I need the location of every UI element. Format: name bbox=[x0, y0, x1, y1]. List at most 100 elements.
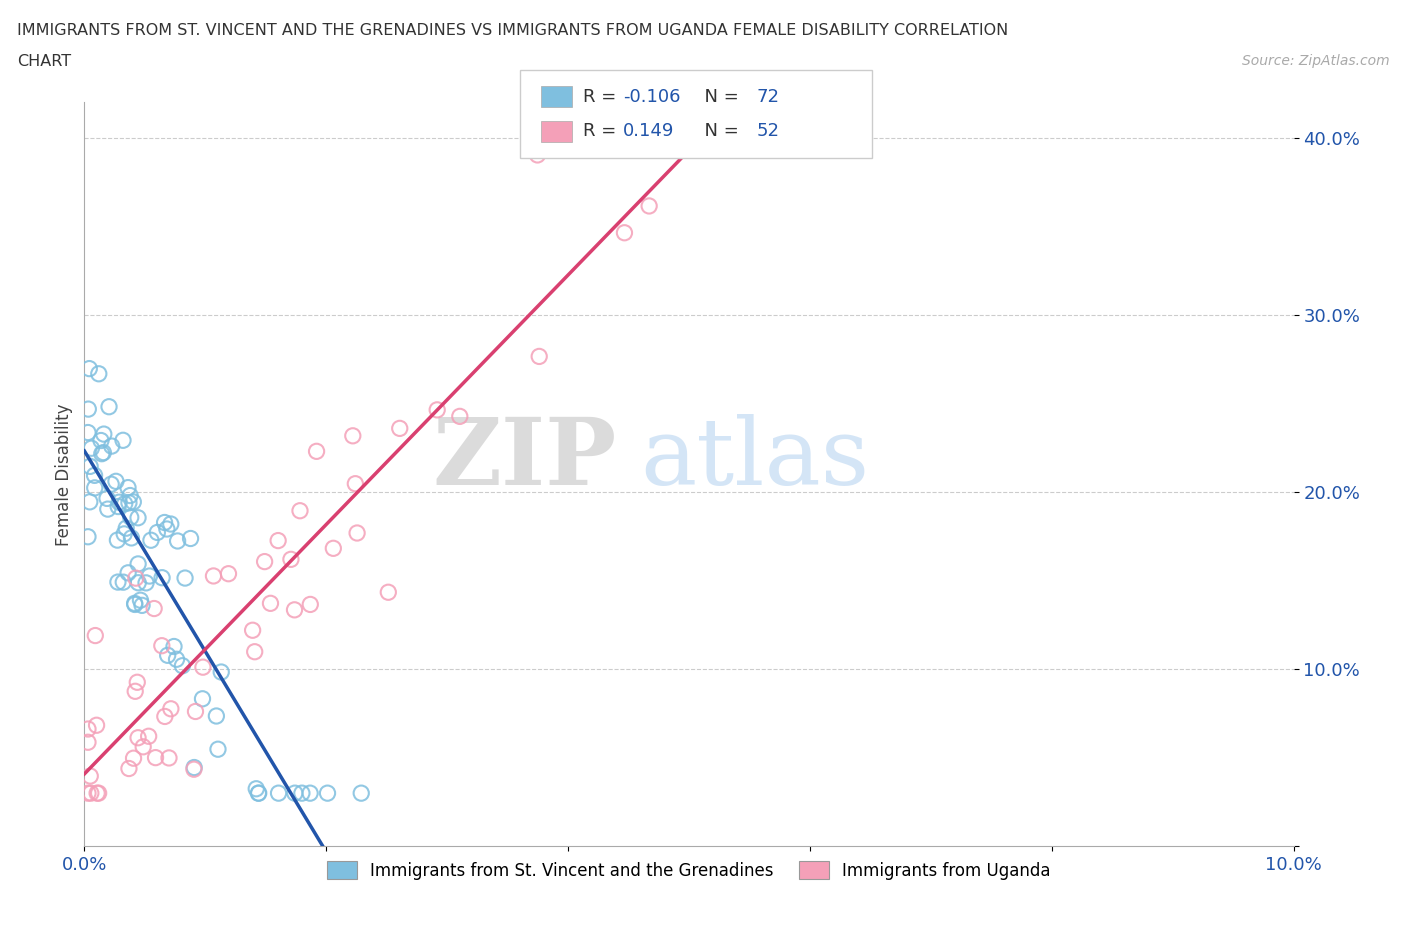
Point bbox=[259, 596, 281, 611]
Point bbox=[77, 786, 100, 801]
Point bbox=[157, 751, 180, 765]
Point bbox=[156, 648, 179, 663]
Point bbox=[138, 568, 160, 583]
Point bbox=[79, 768, 101, 783]
Point bbox=[207, 742, 229, 757]
Point bbox=[114, 497, 136, 512]
Point bbox=[160, 701, 183, 716]
Point bbox=[80, 441, 103, 456]
Point bbox=[243, 644, 266, 659]
Point bbox=[529, 349, 551, 364]
Point bbox=[191, 659, 214, 674]
Point bbox=[77, 425, 100, 440]
Point bbox=[191, 691, 214, 706]
Point bbox=[280, 551, 302, 566]
Point bbox=[245, 781, 267, 796]
Point bbox=[218, 566, 240, 581]
Point bbox=[139, 533, 162, 548]
Point bbox=[77, 735, 100, 750]
Point bbox=[150, 570, 173, 585]
Point bbox=[377, 585, 399, 600]
Text: 0.149: 0.149 bbox=[623, 123, 675, 140]
Point bbox=[638, 198, 661, 213]
Point bbox=[135, 576, 157, 591]
Point bbox=[449, 409, 471, 424]
Point bbox=[166, 534, 188, 549]
Point bbox=[183, 760, 205, 775]
Point bbox=[426, 403, 449, 418]
Point bbox=[159, 516, 181, 531]
Point bbox=[77, 402, 100, 417]
Point bbox=[90, 446, 112, 461]
Point bbox=[316, 786, 339, 801]
Point bbox=[174, 571, 197, 586]
Point bbox=[118, 761, 141, 776]
Point bbox=[127, 730, 149, 745]
Point bbox=[112, 575, 135, 590]
Point bbox=[122, 495, 145, 510]
Point bbox=[80, 786, 103, 801]
Point bbox=[163, 639, 186, 654]
Point bbox=[127, 675, 149, 690]
Point bbox=[77, 529, 100, 544]
Text: ZIP: ZIP bbox=[432, 415, 616, 504]
Point bbox=[346, 525, 368, 540]
Point bbox=[526, 148, 548, 163]
Text: IMMIGRANTS FROM ST. VINCENT AND THE GRENADINES VS IMMIGRANTS FROM UGANDA FEMALE : IMMIGRANTS FROM ST. VINCENT AND THE GREN… bbox=[17, 23, 1008, 38]
Point bbox=[388, 421, 411, 436]
Point bbox=[129, 592, 152, 607]
Legend: Immigrants from St. Vincent and the Grenadines, Immigrants from Uganda: Immigrants from St. Vincent and the Gren… bbox=[321, 855, 1057, 886]
Point bbox=[112, 526, 135, 541]
Point bbox=[143, 601, 166, 616]
Point bbox=[156, 522, 179, 537]
Point bbox=[131, 598, 153, 613]
Text: -0.106: -0.106 bbox=[623, 87, 681, 105]
Point bbox=[288, 503, 311, 518]
Point bbox=[180, 531, 202, 546]
Point bbox=[108, 495, 131, 510]
Point bbox=[613, 225, 636, 240]
Text: Source: ZipAtlas.com: Source: ZipAtlas.com bbox=[1241, 54, 1389, 68]
Point bbox=[150, 638, 173, 653]
Point bbox=[205, 709, 228, 724]
Point bbox=[146, 525, 169, 540]
Point bbox=[100, 477, 122, 492]
Text: N =: N = bbox=[693, 123, 745, 140]
Point bbox=[107, 533, 129, 548]
Text: R =: R = bbox=[583, 87, 623, 105]
Point bbox=[77, 722, 100, 737]
Point bbox=[79, 361, 101, 376]
Point bbox=[183, 762, 205, 777]
Point bbox=[93, 427, 115, 442]
Text: R =: R = bbox=[583, 123, 628, 140]
Point bbox=[344, 476, 367, 491]
Point bbox=[291, 786, 314, 801]
Point bbox=[90, 433, 112, 448]
Point bbox=[111, 432, 134, 447]
Text: CHART: CHART bbox=[17, 54, 70, 69]
Point bbox=[267, 786, 290, 801]
Point bbox=[96, 491, 118, 506]
Point bbox=[322, 541, 344, 556]
Point bbox=[153, 515, 176, 530]
Point bbox=[166, 652, 188, 667]
Text: 72: 72 bbox=[756, 87, 779, 105]
Point bbox=[87, 366, 110, 381]
Point bbox=[107, 499, 129, 514]
Text: 52: 52 bbox=[756, 123, 779, 140]
Point bbox=[104, 474, 127, 489]
Point bbox=[98, 399, 121, 414]
Point bbox=[138, 729, 160, 744]
Point bbox=[247, 786, 270, 801]
Point bbox=[253, 554, 276, 569]
Point bbox=[124, 684, 146, 698]
Point bbox=[284, 786, 307, 801]
Point bbox=[97, 501, 120, 516]
Point bbox=[267, 533, 290, 548]
Point bbox=[202, 568, 225, 583]
Point bbox=[120, 530, 142, 545]
Point bbox=[100, 439, 122, 454]
Point bbox=[209, 665, 232, 680]
Point bbox=[115, 521, 138, 536]
Point bbox=[118, 496, 141, 511]
